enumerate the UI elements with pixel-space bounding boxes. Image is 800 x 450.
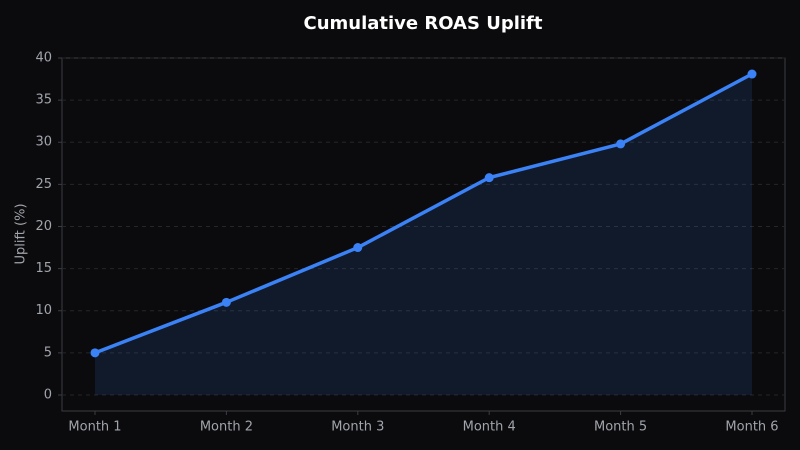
y-tick-label: 35 (35, 93, 52, 108)
point (616, 139, 626, 149)
x-tick-label: Month 5 (594, 420, 647, 435)
y-tick-label: 20 (35, 219, 52, 234)
x-tick-label: Month 3 (331, 420, 384, 435)
y-tick-label: 25 (35, 177, 52, 192)
x-tick-label: Month 2 (200, 420, 253, 435)
y-axis-label: Uplift (%) (14, 203, 29, 264)
plot-area (61, 57, 786, 412)
point (747, 69, 757, 79)
point (221, 297, 231, 307)
x-tick-label: Month 1 (68, 420, 121, 435)
line (94, 72, 753, 355)
chart-title: Cumulative ROAS Uplift (303, 13, 542, 34)
y-tick-label: 5 (44, 345, 52, 360)
area (95, 74, 752, 395)
point (353, 243, 363, 253)
x-tick-label: Month 6 (725, 420, 778, 435)
x-tick-label: Month 4 (463, 420, 516, 435)
y-tick-label: 0 (44, 387, 52, 402)
y-tick-label: 30 (35, 135, 52, 150)
y-tick-label: 40 (35, 51, 52, 66)
y-tick-label: 15 (35, 261, 52, 276)
point (90, 348, 100, 358)
y-tick-label: 10 (35, 303, 52, 318)
point (484, 173, 494, 183)
